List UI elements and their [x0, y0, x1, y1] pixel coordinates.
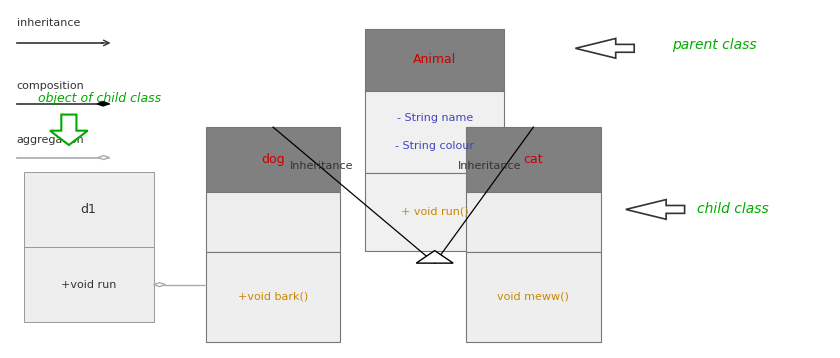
Bar — [365, 29, 504, 91]
Polygon shape — [417, 251, 454, 263]
Polygon shape — [154, 283, 165, 286]
Text: parent class: parent class — [672, 38, 757, 52]
Text: - String colour: - String colour — [395, 141, 475, 150]
Text: +void bark(): +void bark() — [238, 292, 308, 302]
Bar — [206, 127, 340, 192]
Bar — [365, 91, 504, 173]
Text: child class: child class — [697, 202, 769, 217]
Text: +void run: +void run — [61, 280, 116, 290]
Bar — [365, 173, 504, 251]
Bar — [206, 252, 340, 342]
Text: object of child class: object of child class — [38, 92, 161, 105]
Polygon shape — [97, 102, 109, 106]
Polygon shape — [98, 155, 109, 159]
Polygon shape — [626, 200, 685, 219]
Bar — [466, 192, 601, 252]
Text: d1: d1 — [81, 203, 97, 216]
Text: - String name: - String name — [396, 113, 473, 123]
Bar — [466, 252, 601, 342]
Text: Inheritance: Inheritance — [458, 161, 522, 171]
Bar — [24, 247, 154, 322]
Bar — [206, 192, 340, 252]
Text: void meww(): void meww() — [497, 292, 570, 302]
Text: composition: composition — [17, 81, 85, 91]
Bar — [466, 127, 601, 192]
Text: + void run(): + void run() — [401, 207, 469, 217]
Bar — [24, 172, 154, 247]
Polygon shape — [575, 39, 634, 58]
Polygon shape — [50, 115, 88, 145]
Text: inheritance: inheritance — [17, 18, 80, 28]
Text: Inheritance: Inheritance — [290, 161, 354, 171]
Text: Animal: Animal — [413, 53, 456, 66]
Text: cat: cat — [523, 153, 543, 166]
Text: dog: dog — [261, 153, 285, 166]
Text: aggregation: aggregation — [17, 135, 85, 145]
